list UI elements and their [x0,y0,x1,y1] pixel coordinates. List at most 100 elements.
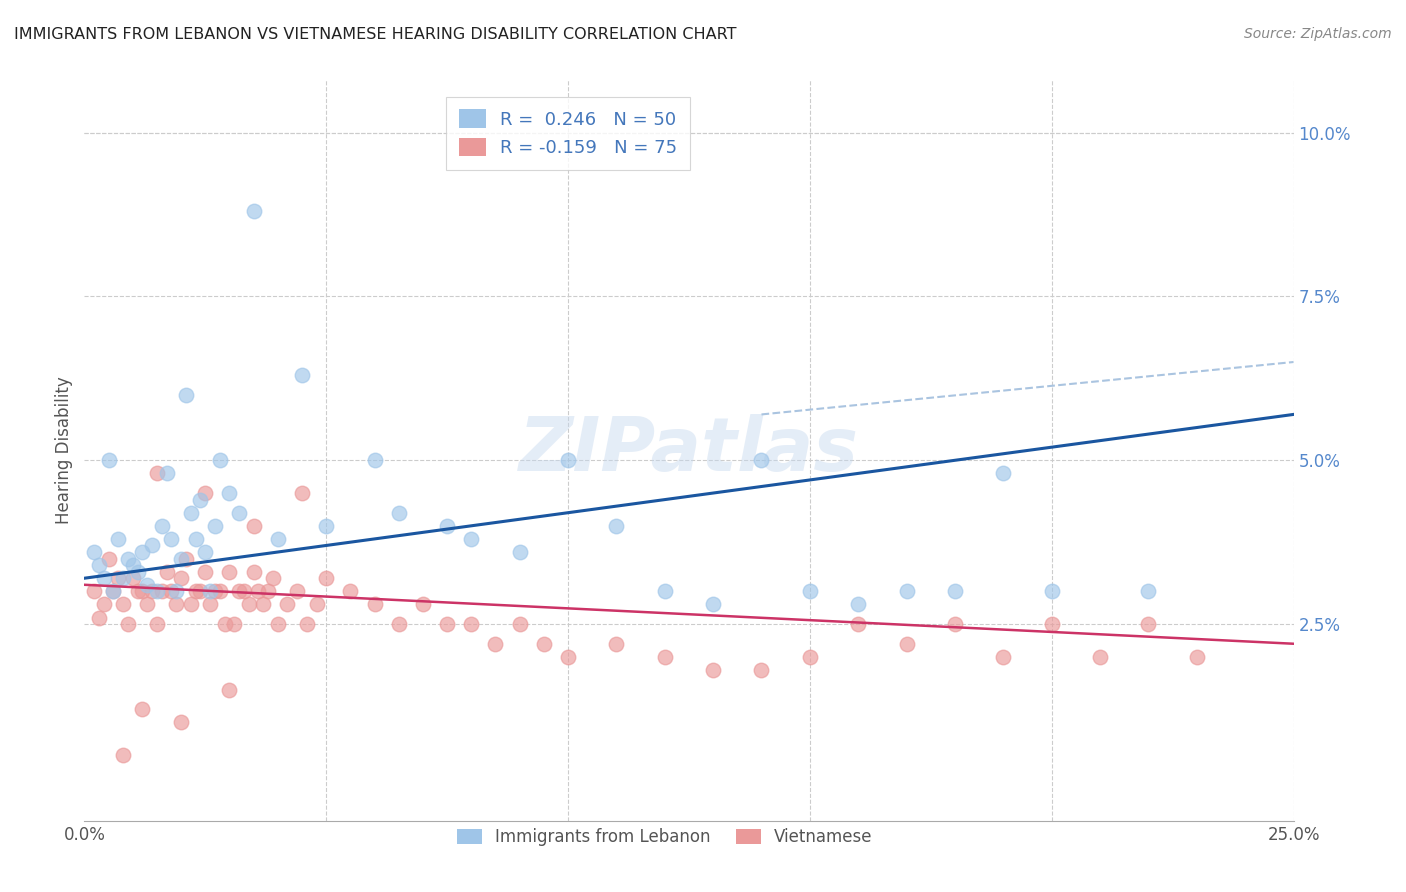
Point [170,551,193,566]
Point [751,453,773,467]
Point [184,584,207,599]
Point [184,532,207,546]
Point [180,598,202,612]
Point [509,617,531,632]
Point [146,584,169,599]
Point [198,598,221,612]
Point [141,539,163,553]
Point [218,565,240,579]
Point [557,649,579,664]
Point [146,467,169,481]
Point [112,571,135,585]
Point [146,617,169,632]
Point [117,617,139,632]
Point [150,584,173,599]
Point [247,584,270,599]
Point [605,518,627,533]
Point [208,453,231,467]
Point [103,584,125,599]
Point [228,506,250,520]
Point [131,702,153,716]
Point [93,598,115,612]
Point [1040,617,1063,632]
Point [180,506,202,520]
Point [208,584,231,599]
Point [846,617,869,632]
Point [238,598,260,612]
Point [83,545,105,559]
Point [702,598,724,612]
Point [127,565,149,579]
Point [107,532,129,546]
Point [87,558,110,573]
Point [460,617,482,632]
Point [291,486,314,500]
Point [1137,584,1160,599]
Point [190,584,212,599]
Point [242,565,264,579]
Point [363,453,385,467]
Point [103,584,125,599]
Point [165,598,187,612]
Point [131,545,153,559]
Point [262,571,284,585]
Point [194,486,217,500]
Point [117,551,139,566]
Point [436,617,458,632]
Point [799,649,821,664]
Point [896,584,918,599]
Point [160,532,183,546]
Point [605,637,627,651]
Point [87,610,110,624]
Point [242,518,264,533]
Point [136,598,159,612]
Point [198,584,221,599]
Point [242,204,264,219]
Point [233,584,256,599]
Point [170,571,193,585]
Point [315,571,337,585]
Point [305,598,328,612]
Point [204,518,226,533]
Point [141,584,163,599]
Point [654,584,676,599]
Point [509,545,531,559]
Point [121,571,143,585]
Point [107,571,129,585]
Point [194,565,217,579]
Y-axis label: Hearing Disability: Hearing Disability [55,376,73,524]
Point [339,584,361,599]
Point [214,617,236,632]
Point [654,649,676,664]
Legend: Immigrants from Lebanon, Vietnamese: Immigrants from Lebanon, Vietnamese [450,822,879,853]
Point [1040,584,1063,599]
Text: IMMIGRANTS FROM LEBANON VS VIETNAMESE HEARING DISABILITY CORRELATION CHART: IMMIGRANTS FROM LEBANON VS VIETNAMESE HE… [14,27,737,42]
Point [533,637,555,651]
Point [1088,649,1111,664]
Point [363,598,385,612]
Point [993,467,1015,481]
Point [291,368,314,383]
Point [150,518,173,533]
Point [218,486,240,500]
Point [460,532,482,546]
Point [896,637,918,651]
Point [315,518,337,533]
Point [136,578,159,592]
Point [484,637,506,651]
Point [276,598,298,612]
Point [257,584,280,599]
Point [83,584,105,599]
Point [252,598,274,612]
Point [93,571,115,585]
Point [412,598,434,612]
Point [224,617,246,632]
Point [170,715,193,730]
Point [267,532,290,546]
Point [295,617,318,632]
Point [97,551,120,566]
Point [112,598,135,612]
Point [112,748,135,763]
Point [267,617,290,632]
Point [1185,649,1208,664]
